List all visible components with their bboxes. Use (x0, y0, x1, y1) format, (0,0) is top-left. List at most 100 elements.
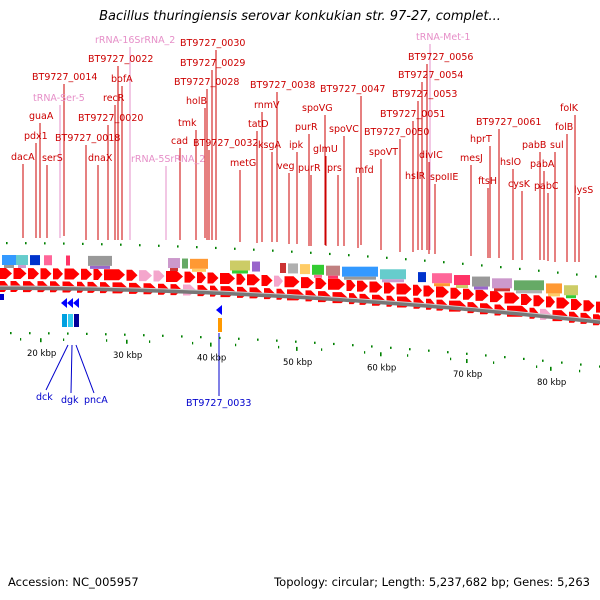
gene-label[interactable]: pabA (530, 159, 555, 170)
gene-label[interactable]: BT9727_0056 (408, 52, 473, 63)
gene-arrow[interactable] (166, 270, 183, 282)
feature-block[interactable] (516, 290, 542, 294)
gene-label[interactable]: purR (298, 163, 321, 174)
feature-block[interactable] (382, 279, 404, 283)
gene-arrow[interactable] (93, 268, 103, 280)
gene-arrow[interactable] (28, 268, 39, 280)
gene-label[interactable]: ksgA (258, 140, 281, 151)
gene-arrow[interactable] (521, 294, 532, 306)
gene-label[interactable]: cysK (508, 179, 531, 190)
gene-label[interactable]: spoVC (329, 124, 359, 135)
gene-arrow[interactable] (236, 273, 246, 285)
gene-arrow[interactable] (315, 278, 327, 290)
gene-arrow[interactable] (357, 280, 368, 292)
feature-block[interactable] (192, 268, 206, 272)
feature-block[interactable] (380, 269, 406, 280)
gene-label[interactable]: BT9727_0054 (398, 70, 463, 81)
gene-label[interactable]: guaA (29, 111, 54, 122)
gene-label[interactable]: prs (327, 163, 342, 174)
reverse-gene-arrow[interactable] (61, 298, 67, 308)
gene-arrow[interactable] (220, 273, 235, 285)
feature-block[interactable] (88, 255, 112, 266)
feature-block[interactable] (456, 285, 468, 289)
gene-label[interactable]: rRNA-5SrRNA_2 (131, 154, 205, 165)
feature-block[interactable] (4, 265, 14, 269)
gene-arrow[interactable] (475, 289, 489, 301)
feature-block[interactable] (432, 273, 452, 284)
gene-label[interactable]: rRNA-16SrRNA_2 (95, 35, 175, 46)
feature-block[interactable] (182, 258, 188, 269)
gene-label[interactable]: spoVT (369, 147, 398, 158)
gene-arrow[interactable] (546, 296, 555, 308)
gene-label[interactable]: BT9727_0020 (78, 113, 143, 124)
feature-block[interactable] (16, 255, 28, 266)
feature-block[interactable] (434, 283, 450, 287)
gene-arrow[interactable] (346, 279, 356, 291)
feature-block[interactable] (566, 295, 576, 299)
gene-label[interactable]: spoIIE (430, 172, 458, 183)
feature-block[interactable] (2, 255, 16, 266)
gene-arrow[interactable] (197, 272, 206, 284)
feature-block[interactable] (494, 288, 510, 292)
gene-label[interactable]: hslO (500, 157, 521, 168)
gene-label[interactable]: BT9727_0028 (174, 77, 239, 88)
gene-label[interactable]: bofA (111, 74, 133, 85)
gene-label[interactable]: BT9727_0061 (476, 117, 541, 128)
gene-arrow[interactable] (423, 285, 435, 297)
gene-arrow[interactable] (571, 298, 582, 310)
feature-block[interactable] (548, 293, 560, 297)
gene-label[interactable]: dgk (61, 395, 79, 406)
gene-label[interactable]: holB (186, 96, 207, 107)
feature-block[interactable] (328, 275, 338, 279)
feature-block[interactable] (232, 270, 248, 274)
gene-label[interactable]: tmk (178, 118, 197, 129)
gene-label[interactable]: BT9727_0029 (180, 58, 245, 69)
gene-label[interactable]: pncA (84, 395, 108, 406)
gene-arrow[interactable] (13, 268, 27, 280)
gene-label[interactable]: glmU (313, 144, 338, 155)
gene-arrow[interactable] (247, 274, 260, 286)
feature-block[interactable] (514, 280, 544, 291)
gene-label[interactable]: ipk (289, 140, 304, 151)
gene-arrow[interactable] (104, 269, 125, 281)
feature-block[interactable] (546, 283, 562, 294)
feature-block[interactable] (190, 258, 208, 269)
reverse-gene-arrow[interactable] (73, 298, 79, 308)
gene-label[interactable]: dacA (11, 152, 35, 163)
gene-label[interactable]: folK (560, 103, 579, 114)
gene-label[interactable]: veg (277, 161, 295, 172)
gene-arrow[interactable] (490, 291, 503, 303)
feature-block[interactable] (170, 268, 178, 272)
gene-arrow[interactable] (207, 272, 219, 284)
gene-label[interactable]: cad (171, 136, 188, 147)
gene-label[interactable]: metG (230, 158, 256, 169)
gene-label[interactable]: mesJ (460, 153, 483, 164)
gene-label[interactable]: recR (103, 93, 125, 104)
gene-label[interactable]: BT9727_0053 (392, 89, 457, 100)
gene-label[interactable]: BT9727_0030 (180, 38, 245, 49)
gene-arrow[interactable] (139, 270, 152, 282)
gene-arrow[interactable] (40, 268, 52, 280)
gene-arrow[interactable] (328, 278, 345, 290)
gene-arrow[interactable] (284, 276, 300, 288)
feature-block[interactable] (168, 258, 180, 269)
feature-block[interactable] (418, 272, 426, 283)
reverse-feature-block[interactable] (0, 294, 4, 300)
gene-label[interactable]: tRNA-Ser-5 (33, 93, 85, 104)
gene-label[interactable]: BT9727_0033 (186, 398, 251, 409)
gene-arrow[interactable] (274, 275, 283, 287)
gene-arrow[interactable] (436, 286, 449, 298)
feature-block[interactable] (90, 265, 110, 269)
gene-label[interactable]: BT9727_0047 (320, 84, 385, 95)
gene-label[interactable]: pabC (534, 181, 559, 192)
gene-arrow[interactable] (184, 271, 196, 283)
gene-label[interactable]: BT9727_0014 (32, 72, 97, 83)
feature-block[interactable] (288, 263, 298, 274)
gene-arrow[interactable] (396, 283, 412, 295)
gene-arrow[interactable] (583, 300, 595, 312)
gene-label[interactable]: lysS (574, 185, 593, 196)
gene-label[interactable]: BT9727_0018 (55, 133, 120, 144)
gene-arrow[interactable] (153, 270, 165, 282)
feature-block[interactable] (18, 265, 26, 269)
feature-block[interactable] (314, 274, 322, 278)
